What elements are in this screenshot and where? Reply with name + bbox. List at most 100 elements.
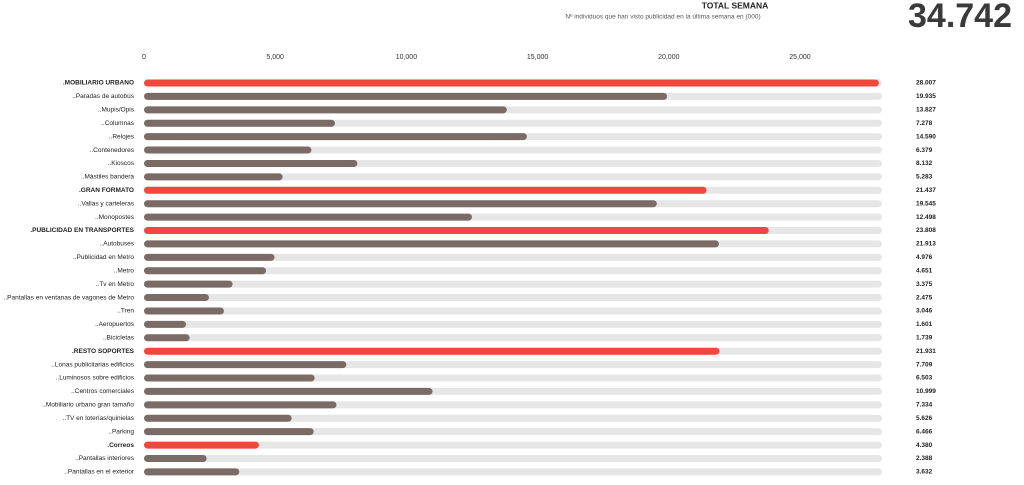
category-label: ..Lonas publicitarias edificios — [51, 361, 134, 368]
bar — [144, 441, 259, 449]
track — [144, 307, 882, 315]
category-label: .GRAN FORMATO — [79, 187, 134, 194]
value-label: 1.739 — [916, 335, 933, 342]
category-label: .PUBLICIDAD EN TRANSPORTES — [30, 227, 134, 234]
x-tick-label: 10,000 — [396, 54, 418, 61]
bar — [144, 307, 224, 315]
x-tick-label: 20,000 — [658, 54, 680, 61]
value-label: 12.498 — [916, 214, 936, 221]
bar — [144, 119, 335, 127]
x-tick-label: 15,000 — [527, 54, 549, 61]
category-label: .RESTO SOPORTES — [72, 348, 135, 355]
value-label: 4.380 — [916, 442, 933, 449]
bar — [144, 213, 472, 221]
value-label: 2.388 — [916, 455, 933, 462]
bar — [144, 200, 657, 208]
bar — [144, 133, 527, 141]
track — [144, 454, 882, 462]
bar — [144, 387, 433, 395]
x-tick-label: 25,000 — [789, 54, 811, 61]
category-label: .Correos — [107, 442, 134, 449]
bar — [144, 374, 315, 382]
chart-title: TOTAL SEMANA — [702, 0, 769, 10]
value-label: 6.466 — [916, 428, 933, 435]
category-label: ..Autobuses — [100, 241, 135, 248]
bar — [144, 173, 283, 181]
category-label: ..Mupis/Opis — [98, 107, 135, 114]
bar — [144, 92, 668, 100]
category-label: ..Mobiliario urbano gran tamaño — [42, 402, 134, 409]
bar — [144, 227, 769, 235]
value-label: 3.046 — [916, 308, 933, 315]
category-label: ..Publicidad en Metro — [73, 254, 134, 261]
bar — [144, 159, 358, 167]
category-label: .MOBILIARIO URBANO — [63, 80, 134, 87]
bar — [144, 253, 275, 261]
value-label: 21.931 — [916, 348, 936, 355]
bar — [144, 334, 190, 342]
bar — [144, 361, 347, 369]
track — [144, 267, 882, 275]
bar — [144, 280, 233, 288]
bar — [144, 320, 187, 328]
value-label: 5.283 — [916, 174, 933, 181]
bar — [144, 186, 707, 194]
track — [144, 468, 882, 476]
value-label: 2.475 — [916, 294, 933, 301]
bar — [144, 428, 314, 436]
x-tick-label: 5,000 — [266, 54, 284, 61]
category-label: ..TV en loterías/quinielas — [62, 415, 134, 422]
chart-subtitle: Nº individuos que han visto publicidad e… — [565, 14, 760, 21]
value-label: 19.545 — [916, 200, 936, 207]
category-label: ..Pantallas interiores — [75, 455, 135, 462]
bar — [144, 414, 292, 422]
category-label: ..Paradas de autobús — [72, 93, 135, 100]
track — [144, 173, 882, 181]
value-label: 14.590 — [916, 133, 936, 140]
value-label: 3.375 — [916, 281, 933, 288]
value-label: 23.808 — [916, 227, 936, 234]
value-label: 6.379 — [916, 147, 933, 154]
value-label: 21.913 — [916, 241, 936, 248]
value-label: 4.651 — [916, 267, 933, 274]
track — [144, 320, 882, 328]
category-label: ..Aeropuertos — [95, 321, 135, 328]
category-label: ..Relojes — [109, 133, 135, 140]
total: 34.742 — [908, 0, 1012, 35]
track — [144, 414, 882, 422]
value-label: 3.632 — [916, 469, 933, 476]
bar — [144, 401, 337, 409]
bar — [144, 106, 507, 114]
category-label: ..Tren — [117, 308, 134, 315]
category-label: ..Luminosos sobre edificios — [56, 375, 135, 382]
bar — [144, 468, 240, 476]
track — [144, 294, 882, 302]
value-label: 7.278 — [916, 120, 933, 127]
bar — [144, 294, 209, 302]
category-label: ..Vallas y carteleras — [78, 200, 135, 207]
category-label: ..Pantallas en ventanas de vagones de Me… — [4, 294, 135, 301]
track — [144, 428, 882, 436]
value-label: 8.132 — [916, 160, 933, 167]
track — [144, 334, 882, 342]
track — [144, 374, 882, 382]
bar — [144, 146, 312, 154]
category-label: ..Kioscos — [108, 160, 135, 167]
category-label: ..Columnas — [101, 120, 135, 127]
category-label: ..Monopostes — [95, 214, 135, 221]
x-tick-label: 0 — [142, 54, 146, 61]
category-label: ..Centros comerciales — [71, 388, 135, 395]
category-label: ..Bicicletas — [103, 335, 135, 342]
value-label: 7.334 — [916, 402, 933, 409]
track — [144, 146, 882, 154]
category-label: ..Contenedores — [90, 147, 135, 154]
track — [144, 280, 882, 288]
bar — [144, 347, 720, 355]
value-label: 5.626 — [916, 415, 933, 422]
category-label: ..Metro — [114, 267, 135, 274]
value-label: 10.999 — [916, 388, 936, 395]
value-label: 6.503 — [916, 375, 933, 382]
category-label: ..Parking — [108, 428, 134, 435]
bar — [144, 454, 207, 462]
